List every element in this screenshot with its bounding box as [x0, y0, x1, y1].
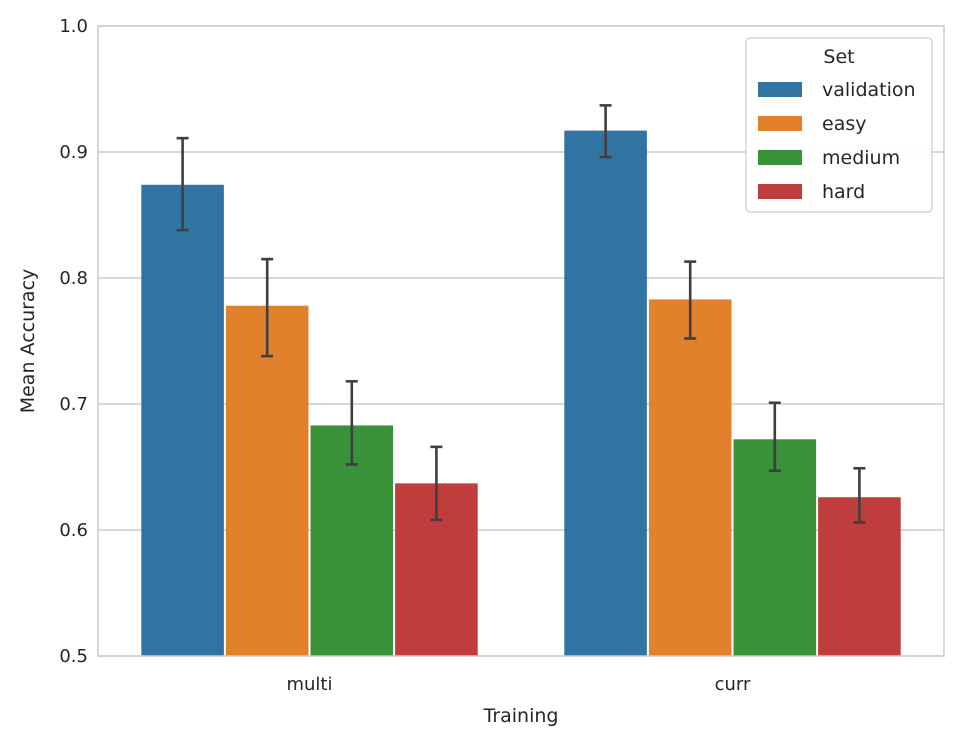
bars	[141, 130, 901, 656]
error-bars	[176, 104, 866, 524]
legend-label: easy	[822, 113, 866, 135]
y-tick-label: 0.7	[59, 394, 88, 415]
x-tick-labels: multi curr	[286, 674, 750, 695]
legend-box	[745, 37, 933, 213]
legend-label: hard	[822, 181, 865, 203]
plot-frame	[97, 25, 945, 657]
legend-label: validation	[822, 79, 916, 101]
legend-swatch	[758, 82, 802, 97]
bar-multi-validation	[141, 184, 224, 656]
error-bar-curr-medium	[768, 401, 781, 473]
x-tick-label-curr: curr	[715, 674, 751, 695]
legend-title: Set	[823, 46, 854, 68]
error-bar-curr-easy	[684, 260, 697, 340]
legend-items: validation easy medium hard	[758, 79, 916, 203]
y-tick-label: 0.6	[59, 520, 88, 541]
legend-item-validation: validation	[758, 79, 916, 101]
y-tick-label: 0.9	[59, 142, 88, 163]
y-axis-label: Mean Accuracy	[17, 269, 39, 414]
legend-swatch	[758, 150, 802, 165]
legend-swatch	[758, 116, 802, 131]
legend-item-hard: hard	[758, 181, 865, 203]
error-bar-curr-validation	[599, 104, 612, 159]
bar-curr-medium	[733, 439, 817, 656]
bar-curr-validation	[564, 130, 647, 656]
legend-swatch	[758, 184, 802, 199]
x-tick-label-multi: multi	[286, 674, 332, 695]
y-tick-label: 0.5	[59, 646, 88, 667]
y-tick-labels: 0.5 0.6 0.7 0.8 0.9 1.0	[59, 16, 88, 667]
y-tick-label: 1.0	[59, 16, 88, 37]
bar-multi-easy	[225, 305, 309, 656]
error-bar-multi-easy	[261, 257, 274, 358]
error-bar-multi-medium	[345, 380, 358, 466]
error-bar-multi-validation	[176, 136, 189, 232]
legend-item-easy: easy	[758, 113, 866, 135]
bar-curr-easy	[648, 299, 732, 656]
y-tick-label: 0.8	[59, 268, 88, 289]
error-bar-multi-hard	[430, 445, 443, 522]
x-axis-label: Training	[483, 705, 559, 727]
legend: Set validation easy medium hard	[745, 37, 933, 213]
legend-label: medium	[822, 147, 900, 169]
error-bar-curr-hard	[853, 466, 866, 524]
legend-item-medium: medium	[758, 147, 900, 169]
